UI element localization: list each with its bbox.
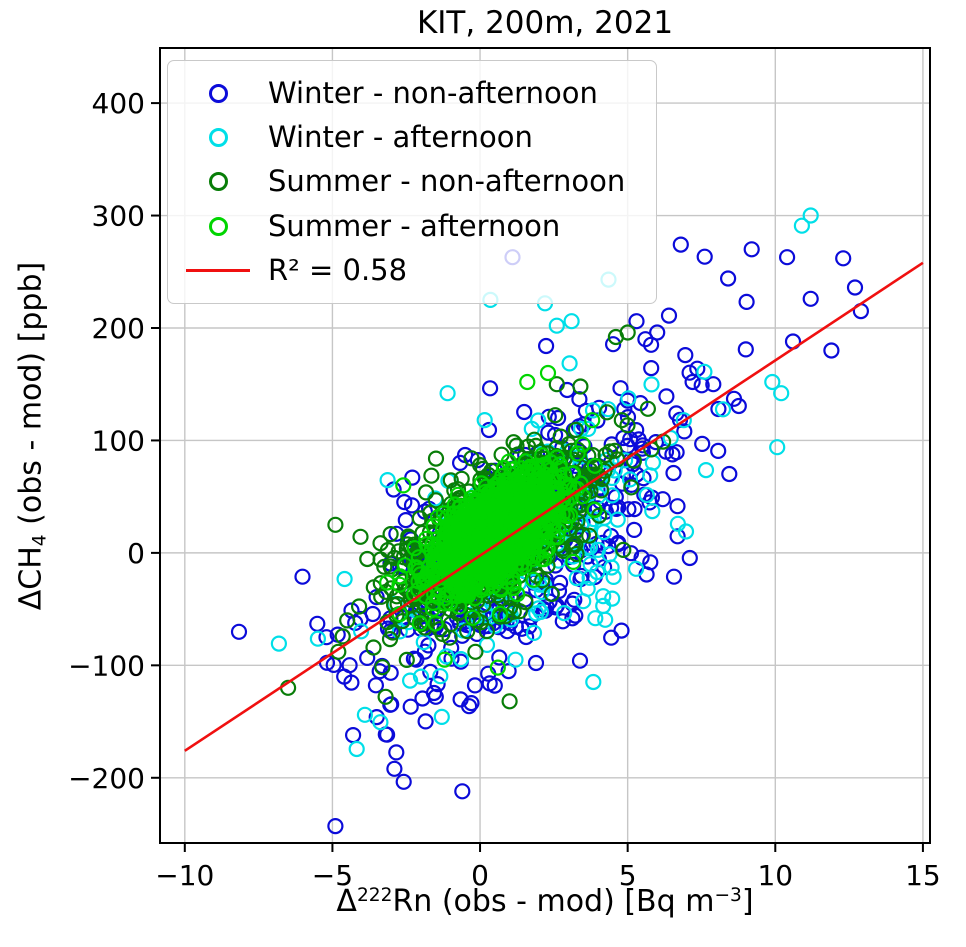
legend-circle-marker-icon [168, 172, 268, 192]
x-tick-label: 0 [471, 859, 489, 892]
y-tick-label: 0 [127, 537, 145, 570]
y-tick-label: 200 [92, 312, 145, 345]
y-axis-label: ΔCH4 (obs - mod) [ppb] [13, 261, 51, 611]
y-tick-label: 300 [92, 200, 145, 233]
y-tick-label: −100 [68, 649, 145, 682]
y-axis-label-body: (obs - mod) [ppb] [13, 261, 49, 535]
y-tick-label: 400 [92, 87, 145, 120]
legend-item-label: Winter - non-afternoon [268, 76, 598, 111]
x-axis-label-exponent: −3 [714, 884, 742, 906]
legend-item-label: R² = 0.58 [268, 252, 408, 287]
legend-item-fit-line: R² = 0.58 [168, 252, 656, 287]
legend-item-summer-non-afternoon: Summer - non-afternoon [168, 167, 656, 196]
x-tick-label: 15 [905, 859, 941, 892]
x-axis-label-close: ] [741, 884, 754, 919]
regression-line [184, 261, 924, 752]
legend-item-label: Summer - non-afternoon [268, 164, 626, 199]
legend-circle-marker-icon [168, 216, 268, 236]
axis-ticks [151, 102, 924, 852]
legend-item-winter-afternoon: Winter - afternoon [168, 123, 656, 152]
y-tick-label: −200 [68, 762, 145, 795]
chart-title: KIT, 200m, 2021 [416, 5, 674, 41]
legend-item-winter-non-afternoon: Winter - non-afternoon [168, 79, 656, 108]
x-tick-label: 10 [757, 859, 793, 892]
x-tick-label: −5 [312, 859, 353, 892]
legend-item-summer-afternoon: Summer - afternoon [168, 208, 656, 243]
x-tick-label: 5 [619, 859, 637, 892]
legend: Winter - non-afternoon Winter - afternoon… [167, 60, 657, 304]
legend-circle-marker-icon [168, 84, 268, 104]
y-axis-label-species: ΔCH [13, 546, 49, 611]
x-axis-label-body: Rn (obs - mod) [Bq m [392, 884, 715, 919]
scatter-series-summer-afternoon [379, 364, 603, 676]
legend-item-label: Winter - afternoon [268, 120, 533, 155]
legend-item-label: Summer - afternoon [268, 208, 561, 243]
legend-line-sample-icon [168, 268, 268, 273]
x-axis-label: Δ222Rn (obs - mod) [Bq m−3] [336, 884, 753, 919]
plot-frame [159, 47, 931, 844]
x-axis-label-delta: Δ [336, 884, 357, 919]
y-tick-label: 100 [92, 424, 145, 457]
y-axis-label-subscript: 4 [29, 534, 51, 547]
x-axis-label-isotope: 222 [356, 884, 393, 906]
legend-circle-marker-icon [168, 128, 268, 148]
x-tick-label: −10 [155, 859, 214, 892]
